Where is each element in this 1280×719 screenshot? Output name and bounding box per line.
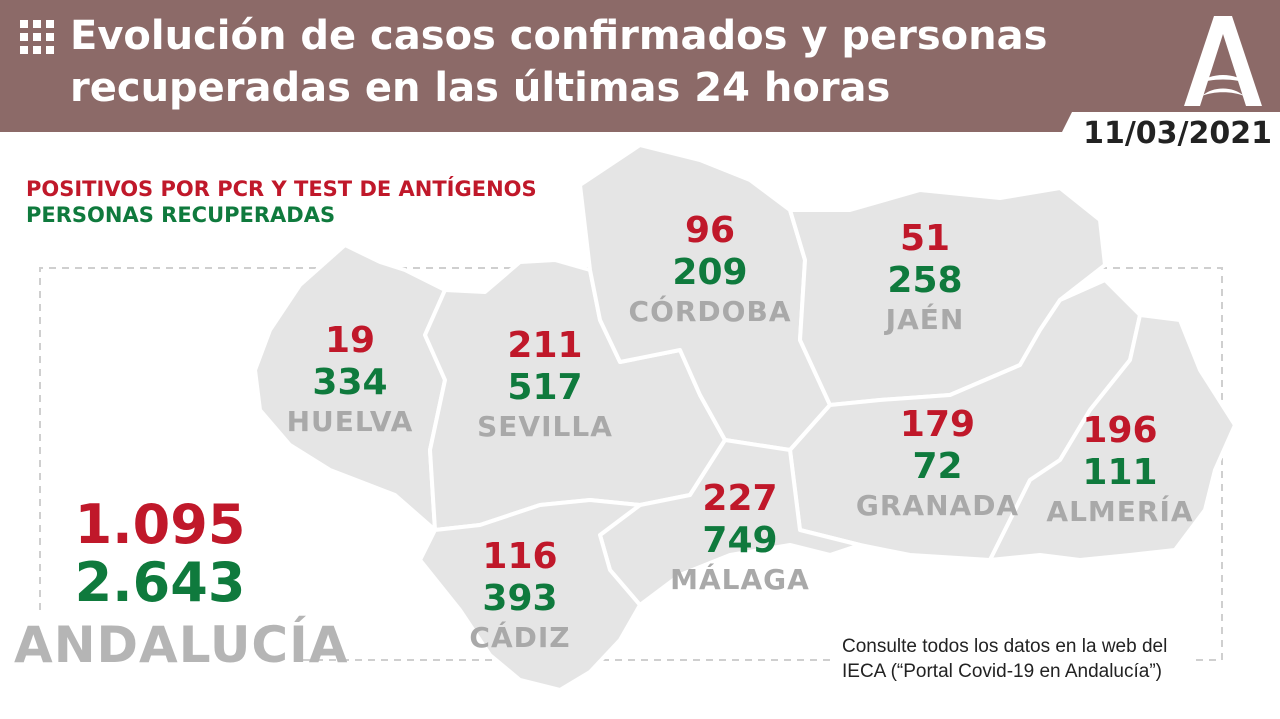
title-line-2: recuperadas en las últimas 24 horas [70, 65, 891, 111]
sevilla-name: SEVILLA [477, 410, 613, 443]
granada-recovered: 72 [912, 446, 963, 487]
huelva-recovered: 334 [312, 362, 388, 403]
jaen-positives: 51 [899, 218, 951, 259]
province-almeria-shape [988, 313, 1237, 562]
source-note: Consulte todos los datos en la web del I… [842, 634, 1202, 684]
total-positives: 1.095 [74, 493, 246, 556]
total-recovered: 2.643 [74, 551, 246, 614]
province-sevilla: 211 517 SEVILLA [460, 325, 630, 445]
date-label: 11/03/2021 [1083, 116, 1272, 151]
huelva-positives: 19 [324, 320, 376, 361]
cordoba-recovered: 209 [672, 252, 748, 293]
cadiz-name: CÁDIZ [469, 621, 571, 654]
almeria-name: ALMERÍA [1046, 495, 1194, 528]
province-granada: 179 72 GRANADA [855, 404, 1020, 524]
title-line-1: Evolución de casos confirmados y persona… [70, 13, 1048, 59]
source-note-line-1: Consulte todos los datos en la web del [842, 636, 1168, 657]
header-banner: Evolución de casos confirmados y persona… [0, 0, 1280, 132]
cordoba-name: CÓRDOBA [628, 295, 792, 328]
sevilla-positives: 211 [507, 325, 583, 366]
page-title: Evolución de casos confirmados y persona… [70, 10, 1110, 114]
province-jaen: 51 258 JAÉN [855, 218, 995, 338]
grid-icon [20, 20, 54, 54]
granada-name: GRANADA [855, 489, 1020, 522]
jaen-recovered: 258 [887, 260, 963, 301]
date-tab [1050, 112, 1280, 156]
source-note-line-2: IECA (“Portal Covid-19 en Andalucía”) [842, 661, 1162, 682]
province-malaga: 227 749 MÁLAGA [650, 478, 830, 598]
cadiz-positives: 116 [482, 536, 558, 577]
malaga-name: MÁLAGA [670, 563, 810, 596]
legend-recovered: PERSONAS RECUPERADAS [26, 203, 336, 227]
junta-andalucia-logo [1184, 16, 1262, 106]
malaga-positives: 227 [702, 478, 778, 519]
andalucia-totals: 1.095 2.643 [60, 496, 260, 612]
legend-positives: POSITIVOS POR PCR Y TEST DE ANTÍGENOS [26, 177, 537, 201]
province-huelva: 19 334 HUELVA [280, 320, 420, 440]
almeria-recovered: 111 [1082, 452, 1158, 493]
province-cadiz: 116 393 CÁDIZ [450, 536, 590, 656]
malaga-recovered: 749 [702, 520, 778, 561]
province-cordoba: 96 209 CÓRDOBA [625, 210, 795, 330]
jaen-name: JAÉN [885, 303, 965, 336]
almeria-positives: 196 [1082, 410, 1158, 451]
legend: POSITIVOS POR PCR Y TEST DE ANTÍGENOS PE… [26, 176, 537, 228]
huelva-name: HUELVA [286, 405, 414, 438]
cordoba-positives: 96 [684, 210, 736, 251]
region-name: ANDALUCÍA [14, 616, 349, 674]
granada-positives: 179 [899, 404, 976, 445]
sevilla-recovered: 517 [507, 367, 583, 408]
province-cadiz-shape [418, 498, 642, 692]
cadiz-recovered: 393 [482, 578, 558, 619]
province-almeria: 196 111 ALMERÍA [1045, 410, 1195, 530]
